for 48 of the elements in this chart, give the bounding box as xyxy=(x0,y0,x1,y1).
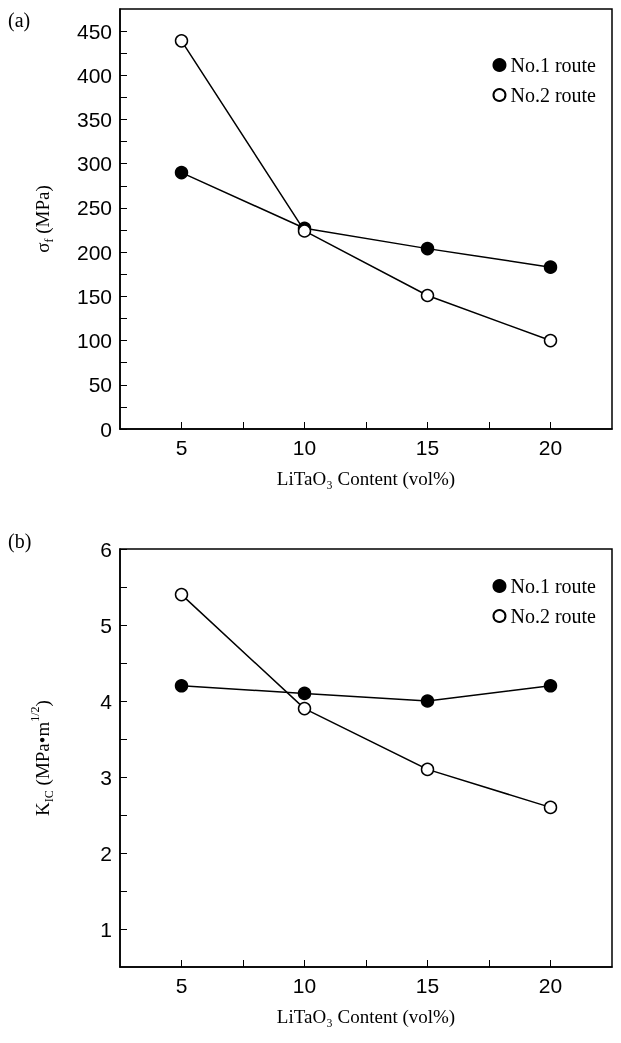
legend-label: No.2 route xyxy=(510,84,597,106)
y-tick-label: 150 xyxy=(76,284,112,308)
y-axis-title: σf (MPa) xyxy=(31,185,56,253)
chart-title: (a) xyxy=(8,9,31,32)
x-axis-title: LiTaO₃ Content (vol%) xyxy=(276,468,456,490)
x-tick-label: 5 xyxy=(175,974,188,997)
x-tick-label: 20 xyxy=(538,974,563,997)
legend-label: No.1 route xyxy=(510,54,597,76)
y-tick-label: 0 xyxy=(100,417,112,441)
point xyxy=(420,241,435,256)
y-tick-label: 4 xyxy=(100,689,113,713)
x-tick-label: 10 xyxy=(292,974,317,997)
legend-label: No.2 route xyxy=(510,605,597,627)
y-tick-label: 5 xyxy=(100,613,112,637)
y-tick-label: 50 xyxy=(88,373,112,397)
y-tick-label: 350 xyxy=(76,108,112,132)
point xyxy=(420,288,435,303)
point xyxy=(543,679,558,693)
point xyxy=(174,679,189,693)
x-axis-title: LiTaO₃ Content (vol%) xyxy=(276,1006,456,1028)
chart-title: (b) xyxy=(8,530,32,553)
y-tick-label: 2 xyxy=(100,841,112,865)
point xyxy=(297,701,312,716)
point xyxy=(174,34,189,48)
y-axis-title: KIC (MPa•m1/2) xyxy=(28,700,56,816)
y-tick-label: 200 xyxy=(76,240,112,264)
legend-label: No.1 route xyxy=(510,575,597,597)
y-tick-label: 250 xyxy=(76,196,112,220)
y-tick-label: 6 xyxy=(100,537,112,561)
y-tick-label: 100 xyxy=(76,329,112,353)
y-tick-label: 400 xyxy=(76,63,112,87)
point xyxy=(297,686,312,701)
x-tick-label: 15 xyxy=(415,436,440,459)
y-tick-label: 300 xyxy=(76,152,112,176)
point xyxy=(174,165,189,180)
point xyxy=(420,762,435,777)
x-tick-label: 5 xyxy=(175,436,188,459)
point xyxy=(543,260,558,274)
point xyxy=(543,333,558,348)
y-tick-label: 1 xyxy=(100,917,112,941)
y-tick-label: 450 xyxy=(76,19,112,43)
point xyxy=(174,587,189,602)
y-tick-label: 3 xyxy=(100,765,112,789)
x-tick-label: 20 xyxy=(538,436,563,459)
point xyxy=(543,800,558,815)
point xyxy=(420,694,435,708)
x-tick-label: 10 xyxy=(292,436,317,459)
x-tick-label: 15 xyxy=(415,974,440,997)
